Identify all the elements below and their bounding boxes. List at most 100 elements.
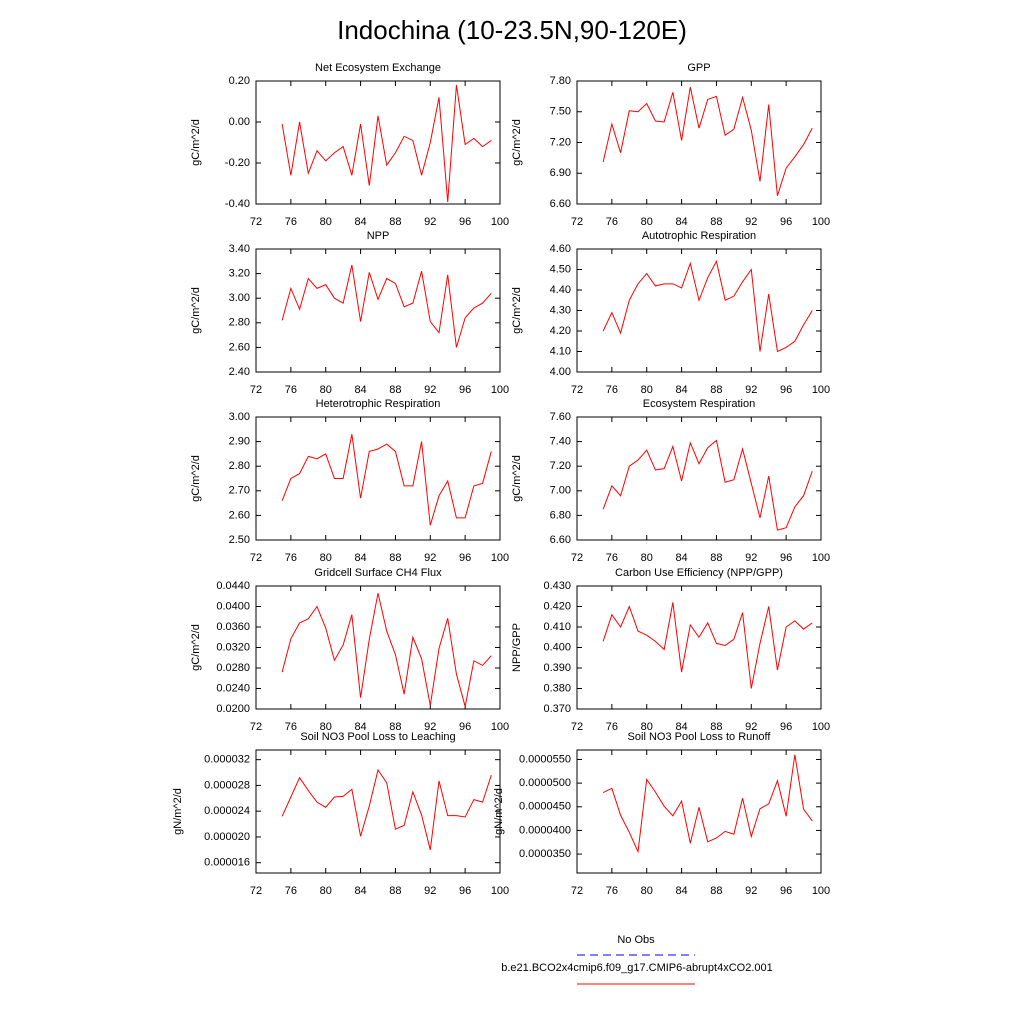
panel-title: Carbon Use Efficiency (NPP/GPP) bbox=[615, 567, 783, 579]
y-tick-label: 7.20 bbox=[550, 460, 571, 472]
x-tick-label: 92 bbox=[745, 384, 757, 396]
x-tick-label: 80 bbox=[320, 216, 332, 228]
x-tick-label: 88 bbox=[389, 721, 401, 733]
x-tick-label: 88 bbox=[389, 216, 401, 228]
x-tick-label: 88 bbox=[710, 552, 722, 564]
x-tick-label: 88 bbox=[389, 384, 401, 396]
x-tick-label: 96 bbox=[459, 721, 471, 733]
y-tick-label: 0.390 bbox=[543, 662, 571, 674]
plot-frame bbox=[576, 585, 822, 710]
y-tick-label: 2.80 bbox=[229, 317, 250, 329]
x-tick-label: 80 bbox=[641, 216, 653, 228]
y-tick-label: 6.60 bbox=[550, 198, 571, 210]
y-tick-label: -0.40 bbox=[225, 198, 250, 210]
y-tick-label: 6.80 bbox=[550, 509, 571, 521]
y-tick-label: 3.40 bbox=[229, 243, 250, 255]
y-axis-label: gC/m^2/d bbox=[190, 455, 202, 502]
y-tick-label: 0.0200 bbox=[216, 703, 250, 715]
x-tick-label: 72 bbox=[250, 721, 262, 733]
x-tick-label: 92 bbox=[745, 552, 757, 564]
y-tick-label: 0.380 bbox=[543, 682, 571, 694]
x-tick-label: 92 bbox=[745, 721, 757, 733]
data-line bbox=[602, 602, 813, 689]
y-tick-label: 7.60 bbox=[550, 411, 571, 423]
y-tick-label: 0.000028 bbox=[204, 779, 250, 791]
y-axis-label: gC/m^2/d bbox=[190, 624, 202, 671]
y-tick-label: 0.000020 bbox=[204, 831, 250, 843]
panel-title: Soil NO3 Pool Loss to Runoff bbox=[628, 731, 772, 743]
x-tick-label: 80 bbox=[320, 721, 332, 733]
x-tick-label: 72 bbox=[250, 552, 262, 564]
x-tick-label: 72 bbox=[250, 885, 262, 897]
y-tick-label: 2.50 bbox=[229, 534, 250, 546]
panel-title: Heterotrophic Respiration bbox=[316, 398, 441, 410]
plot-frame bbox=[576, 248, 822, 373]
data-line bbox=[602, 87, 813, 196]
x-tick-label: 96 bbox=[780, 384, 792, 396]
x-tick-label: 72 bbox=[571, 216, 583, 228]
y-axis-label: gC/m^2/d bbox=[511, 455, 523, 502]
x-tick-label: 76 bbox=[285, 885, 297, 897]
x-tick-label: 92 bbox=[424, 885, 436, 897]
x-tick-label: 92 bbox=[424, 552, 436, 564]
x-tick-label: 80 bbox=[641, 885, 653, 897]
y-tick-label: 0.0280 bbox=[216, 662, 250, 674]
plot-frame bbox=[576, 416, 822, 541]
plot-frame bbox=[255, 416, 501, 541]
y-tick-label: 2.40 bbox=[229, 366, 250, 378]
data-line bbox=[281, 434, 492, 526]
y-axis-label: gN/m^2/d bbox=[172, 788, 184, 835]
legend-label: b.e21.BCO2x4cmip6.f09_g17.CMIP6-abrupt4x… bbox=[501, 962, 773, 974]
y-tick-label: 0.370 bbox=[543, 703, 571, 715]
y-tick-label: 0.20 bbox=[229, 75, 250, 87]
x-tick-label: 72 bbox=[250, 384, 262, 396]
x-tick-label: 72 bbox=[571, 721, 583, 733]
x-tick-label: 84 bbox=[675, 216, 687, 228]
y-tick-label: 7.20 bbox=[550, 136, 571, 148]
x-tick-label: 84 bbox=[354, 885, 366, 897]
y-axis-label: gN/m^2/d bbox=[493, 788, 505, 835]
x-tick-label: 100 bbox=[812, 721, 830, 733]
x-tick-label: 76 bbox=[285, 721, 297, 733]
plot-frame bbox=[576, 749, 822, 874]
panel-title: Gridcell Surface CH4 Flux bbox=[314, 567, 442, 579]
x-tick-label: 84 bbox=[354, 552, 366, 564]
y-tick-label: 4.60 bbox=[550, 243, 571, 255]
x-tick-label: 92 bbox=[424, 721, 436, 733]
panel-title: GPP bbox=[687, 62, 710, 74]
x-tick-label: 100 bbox=[491, 384, 509, 396]
data-line bbox=[281, 85, 492, 202]
x-tick-label: 80 bbox=[641, 552, 653, 564]
x-tick-label: 96 bbox=[459, 885, 471, 897]
x-tick-label: 88 bbox=[710, 384, 722, 396]
y-tick-label: 0.0000500 bbox=[519, 777, 571, 789]
y-tick-label: 0.0000400 bbox=[519, 824, 571, 836]
data-line bbox=[602, 439, 813, 531]
y-tick-label: 0.400 bbox=[543, 641, 571, 653]
plot-frame bbox=[255, 248, 501, 373]
x-tick-label: 84 bbox=[675, 885, 687, 897]
x-tick-label: 76 bbox=[606, 552, 618, 564]
data-line bbox=[281, 593, 492, 707]
data-line bbox=[281, 264, 492, 348]
data-line bbox=[602, 259, 813, 353]
y-axis-label: NPP/GPP bbox=[511, 623, 523, 672]
x-tick-label: 84 bbox=[354, 216, 366, 228]
x-tick-label: 92 bbox=[424, 384, 436, 396]
x-tick-label: 88 bbox=[710, 216, 722, 228]
y-tick-label: 3.00 bbox=[229, 411, 250, 423]
y-tick-label: 0.410 bbox=[543, 621, 571, 633]
x-tick-label: 92 bbox=[424, 216, 436, 228]
legend-label: No Obs bbox=[617, 934, 655, 946]
x-tick-label: 100 bbox=[812, 384, 830, 396]
x-tick-label: 100 bbox=[491, 552, 509, 564]
x-tick-label: 72 bbox=[571, 552, 583, 564]
data-line bbox=[281, 768, 492, 850]
y-tick-label: 0.0320 bbox=[216, 641, 250, 653]
y-axis-label: gC/m^2/d bbox=[511, 287, 523, 334]
plot-frame bbox=[576, 80, 822, 205]
y-axis-label: gC/m^2/d bbox=[511, 119, 523, 166]
y-tick-label: 0.0400 bbox=[216, 600, 250, 612]
x-tick-label: 88 bbox=[389, 885, 401, 897]
y-tick-label: 0.430 bbox=[543, 580, 571, 592]
